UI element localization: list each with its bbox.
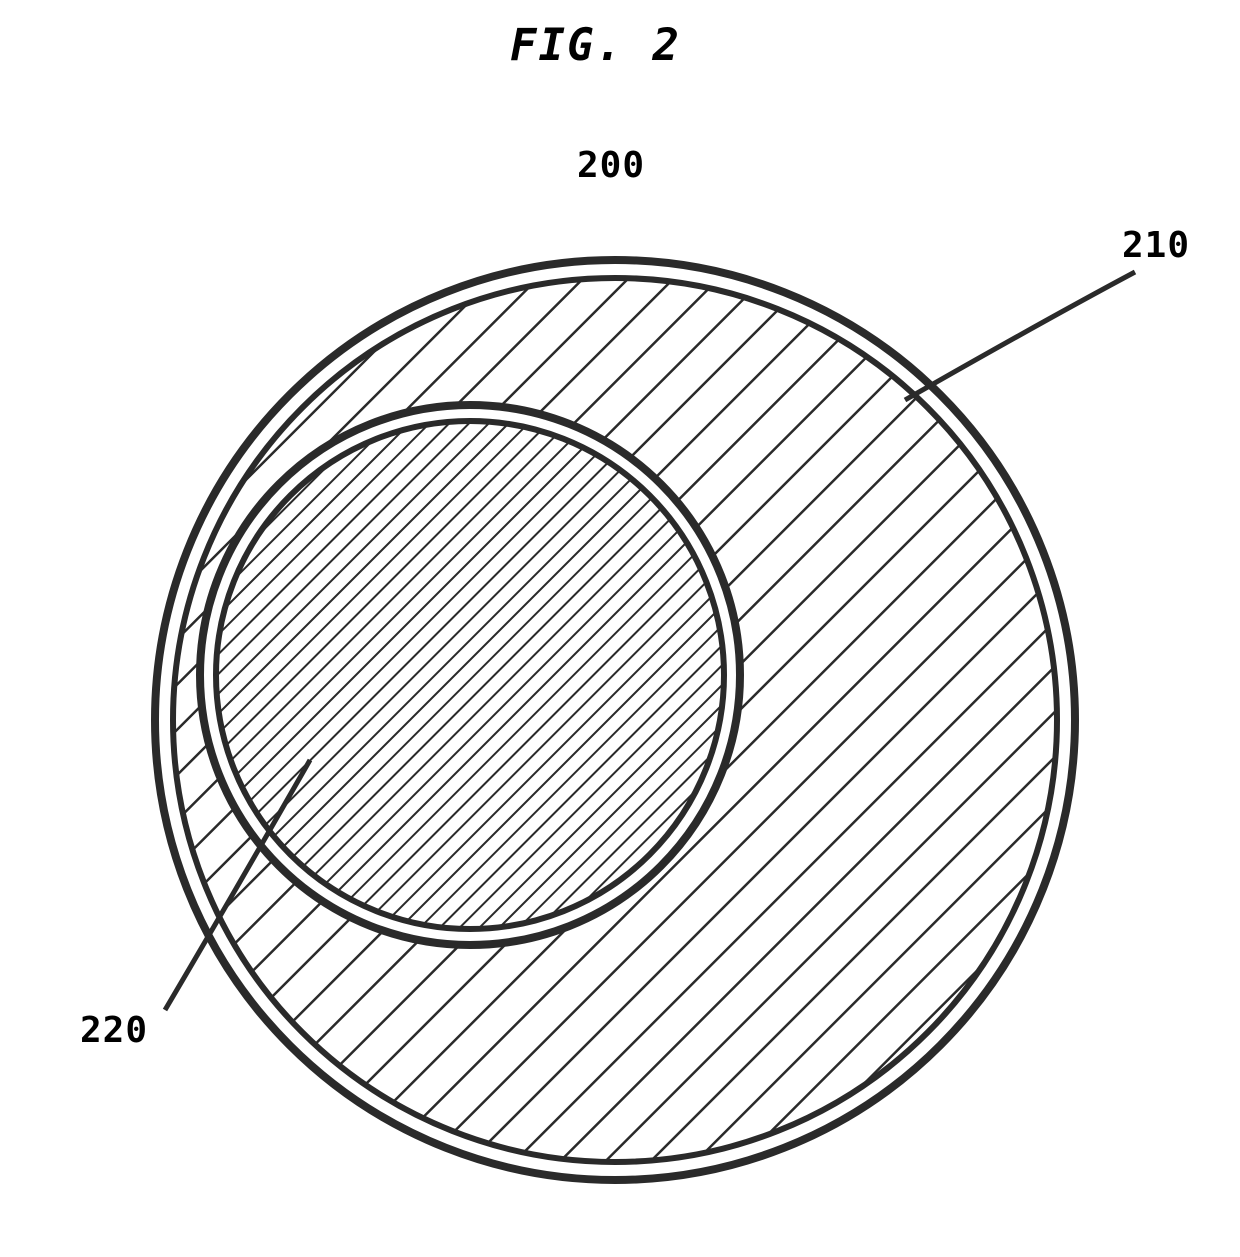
figure-title: FIG. 2 [510, 20, 681, 71]
diagram-svg [0, 0, 1240, 1257]
inner-ref-label: 220 [80, 1010, 148, 1051]
leader-210 [905, 272, 1135, 400]
outer-ref-label: 210 [1122, 225, 1190, 266]
assembly-label: 200 [577, 145, 645, 186]
